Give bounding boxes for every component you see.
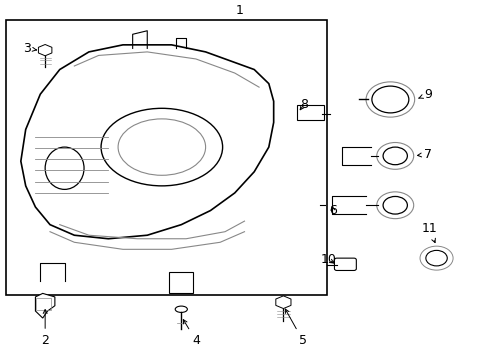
Polygon shape — [21, 45, 273, 239]
Circle shape — [382, 197, 407, 214]
Text: 4: 4 — [183, 320, 200, 347]
Text: 10: 10 — [320, 253, 336, 266]
Text: 3: 3 — [22, 42, 37, 55]
Text: 11: 11 — [421, 222, 436, 243]
Ellipse shape — [101, 108, 222, 186]
Polygon shape — [39, 45, 52, 56]
Circle shape — [382, 147, 407, 165]
Text: 6: 6 — [328, 204, 336, 217]
Text: 8: 8 — [299, 98, 307, 111]
Circle shape — [425, 251, 447, 266]
FancyBboxPatch shape — [296, 105, 323, 120]
Text: 2: 2 — [41, 310, 49, 347]
Text: 9: 9 — [418, 88, 431, 101]
Text: 1: 1 — [235, 4, 243, 17]
Ellipse shape — [175, 306, 187, 312]
Ellipse shape — [118, 119, 205, 175]
Ellipse shape — [45, 147, 84, 189]
FancyBboxPatch shape — [169, 272, 193, 293]
Polygon shape — [275, 296, 290, 309]
FancyBboxPatch shape — [334, 258, 356, 270]
Circle shape — [371, 86, 408, 113]
Text: 7: 7 — [417, 148, 431, 161]
Polygon shape — [35, 293, 55, 318]
Text: 5: 5 — [285, 309, 306, 347]
